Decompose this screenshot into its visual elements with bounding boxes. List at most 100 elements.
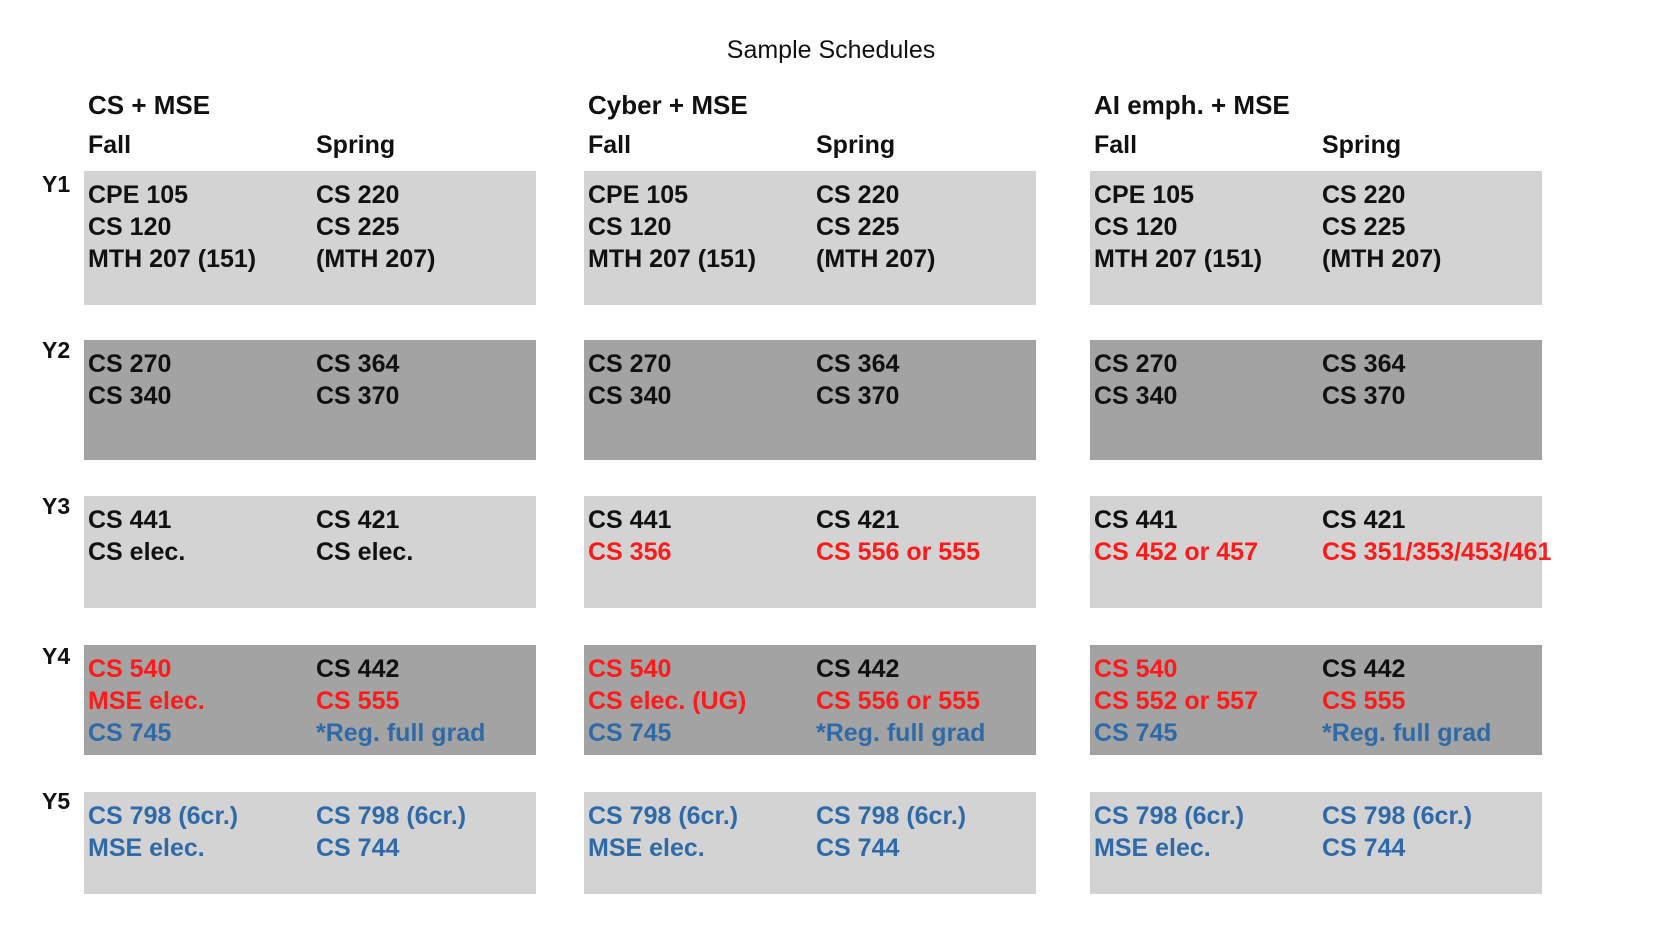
fall-courses: CS 270 CS 340 bbox=[1094, 348, 1177, 412]
spring-courses: CS 421 CS 556 or 555 bbox=[816, 504, 980, 568]
year-label-y1: Y1 bbox=[42, 171, 71, 197]
spring-header: Spring bbox=[816, 131, 896, 159]
fall-courses: CPE 105 CS 120 MTH 207 (151) bbox=[88, 179, 256, 275]
course-entry: CS 744 bbox=[816, 834, 900, 862]
year-block-y4: CS 540 MSE elec. CS 745 CS 442 CS 555 *Reg. f… bbox=[84, 645, 536, 755]
course-entry: CS 555 bbox=[316, 687, 400, 715]
course-entry: CS 421 bbox=[316, 506, 400, 534]
track-title: AI emph. + MSE bbox=[1094, 90, 1290, 120]
course-entry: CPE 105 bbox=[588, 181, 689, 209]
page-title: Sample Schedules bbox=[726, 36, 936, 64]
course-entry: CS 744 bbox=[316, 834, 400, 862]
course-entry: CS 540 bbox=[88, 655, 172, 683]
course-entry: CS 540 bbox=[1094, 655, 1178, 683]
course-entry: CS 556 or 555 bbox=[816, 538, 980, 566]
course-entry: *Reg. full grad bbox=[816, 719, 986, 747]
course-entry: MSE elec. bbox=[588, 834, 705, 862]
fall-courses: CS 270 CS 340 bbox=[588, 348, 671, 412]
spring-courses: CS 421 CS elec. bbox=[316, 504, 413, 568]
course-entry: CS 364 bbox=[316, 350, 400, 378]
year-block-y5: CS 798 (6cr.) MSE elec. CS 798 (6cr.) CS 74… bbox=[1090, 792, 1542, 894]
course-entry: CS 370 bbox=[316, 382, 400, 410]
fall-courses: CS 798 (6cr.) MSE elec. bbox=[88, 800, 238, 864]
fall-courses: CS 798 (6cr.) MSE elec. bbox=[1094, 800, 1244, 864]
course-entry: MTH 207 (151) bbox=[588, 245, 757, 273]
spring-courses: CS 220 CS 225 (MTH 207) bbox=[816, 179, 935, 275]
course-entry: CPE 105 bbox=[88, 181, 189, 209]
year-block-y3: CS 441 CS 452 or 457 CS 421 CS 351/353/453/… bbox=[1090, 496, 1551, 608]
course-entry: CS 798 (6cr.) bbox=[88, 802, 239, 830]
spring-courses: CS 364 CS 370 bbox=[316, 348, 399, 412]
fall-header: Fall bbox=[88, 131, 132, 159]
year-block-y3: CS 441 CS elec. CS 421 CS elec. bbox=[84, 496, 536, 608]
course-entry: CS 120 bbox=[1094, 213, 1178, 241]
fall-courses: CS 540 MSE elec. CS 745 bbox=[88, 653, 205, 749]
course-entry: CS 798 (6cr.) bbox=[316, 802, 467, 830]
year-block-y3: CS 441 CS 356 CS 421 CS 556 or 555 bbox=[584, 496, 1036, 608]
course-entry: CS 364 bbox=[816, 350, 900, 378]
course-entry: CPE 105 bbox=[1094, 181, 1195, 209]
course-entry: CS 370 bbox=[816, 382, 900, 410]
course-entry: CS 225 bbox=[316, 213, 400, 241]
course-entry: CS 744 bbox=[1322, 834, 1406, 862]
spring-header: Spring bbox=[316, 131, 396, 159]
course-entry: CS 745 bbox=[88, 719, 172, 747]
course-entry: CS 552 or 557 bbox=[1094, 687, 1258, 715]
fall-courses: CPE 105 CS 120 MTH 207 (151) bbox=[1094, 179, 1262, 275]
track-column: AI emph. + MSE Fall Spring CPE 105 CS 120 MTH… bbox=[1090, 0, 1551, 946]
course-entry: CS 421 bbox=[1322, 506, 1406, 534]
spring-courses: CS 798 (6cr.) CS 744 bbox=[316, 800, 466, 864]
spring-courses: CS 442 CS 555 *Reg. full grad bbox=[1322, 653, 1491, 749]
fall-courses: CPE 105 CS 120 MTH 207 (151) bbox=[588, 179, 756, 275]
year-block-y4: CS 540 CS 552 or 557 CS 745 CS 442 CS 555 *Re… bbox=[1090, 645, 1542, 755]
course-entry: (MTH 207) bbox=[316, 245, 436, 273]
course-entry: CS 421 bbox=[816, 506, 900, 534]
course-entry: CS 452 or 457 bbox=[1094, 538, 1258, 566]
year-block-y2: CS 270 CS 340 CS 364 CS 370 bbox=[1090, 340, 1542, 460]
fall-courses: CS 270 CS 340 bbox=[88, 348, 171, 412]
course-entry: CS 340 bbox=[588, 382, 672, 410]
course-entry: CS 442 bbox=[316, 655, 400, 683]
year-block-y1: CPE 105 CS 120 MTH 207 (151) CS 220 CS 225 (M… bbox=[1090, 171, 1542, 305]
course-entry: *Reg. full grad bbox=[316, 719, 486, 747]
course-entry: CS 220 bbox=[1322, 181, 1406, 209]
course-entry: MSE elec. bbox=[88, 834, 205, 862]
course-entry: CS 745 bbox=[588, 719, 672, 747]
course-entry: MTH 207 (151) bbox=[88, 245, 257, 273]
fall-courses: CS 441 CS 356 bbox=[588, 504, 671, 568]
track-column: CS + MSE Fall Spring CPE 105 CS 120 MTH 207 (… bbox=[84, 0, 536, 946]
track-column: Cyber + MSE Fall Spring CPE 105 CS 120 MTH 20… bbox=[584, 0, 1036, 946]
spring-courses: CS 798 (6cr.) CS 744 bbox=[816, 800, 966, 864]
fall-courses: CS 540 CS elec. (UG) CS 745 bbox=[588, 653, 746, 749]
track-title: Cyber + MSE bbox=[588, 90, 748, 120]
spring-header: Spring bbox=[1322, 131, 1402, 159]
fall-courses: CS 798 (6cr.) MSE elec. bbox=[588, 800, 738, 864]
track-title: CS + MSE bbox=[88, 90, 211, 120]
course-entry: CS 745 bbox=[1094, 719, 1178, 747]
year-label-y3: Y3 bbox=[42, 493, 71, 519]
course-entry: CS 270 bbox=[1094, 350, 1178, 378]
course-entry: CS 442 bbox=[1322, 655, 1406, 683]
course-entry: CS 798 (6cr.) bbox=[588, 802, 739, 830]
course-entry: MSE elec. bbox=[1094, 834, 1211, 862]
spring-courses: CS 220 CS 225 (MTH 207) bbox=[316, 179, 435, 275]
spring-courses: CS 421 CS 351/353/453/461 bbox=[1322, 504, 1551, 568]
fall-courses: CS 441 CS elec. bbox=[88, 504, 185, 568]
course-entry: CS 540 bbox=[588, 655, 672, 683]
course-entry: MSE elec. bbox=[88, 687, 205, 715]
course-entry: CS 120 bbox=[88, 213, 172, 241]
course-entry: CS 340 bbox=[88, 382, 172, 410]
course-entry: CS 356 bbox=[588, 538, 672, 566]
spring-courses: CS 364 CS 370 bbox=[816, 348, 899, 412]
spring-courses: CS 364 CS 370 bbox=[1322, 348, 1405, 412]
course-entry: CS 798 (6cr.) bbox=[816, 802, 967, 830]
fall-courses: CS 441 CS 452 or 457 bbox=[1094, 504, 1258, 568]
course-entry: CS 441 bbox=[88, 506, 172, 534]
course-entry: CS 220 bbox=[316, 181, 400, 209]
course-entry: CS 351/353/453/461 bbox=[1322, 538, 1552, 566]
fall-header: Fall bbox=[588, 131, 632, 159]
spring-courses: CS 220 CS 225 (MTH 207) bbox=[1322, 179, 1441, 275]
course-entry: CS 798 (6cr.) bbox=[1094, 802, 1245, 830]
year-block-y2: CS 270 CS 340 CS 364 CS 370 bbox=[84, 340, 536, 460]
course-entry: (MTH 207) bbox=[1322, 245, 1442, 273]
